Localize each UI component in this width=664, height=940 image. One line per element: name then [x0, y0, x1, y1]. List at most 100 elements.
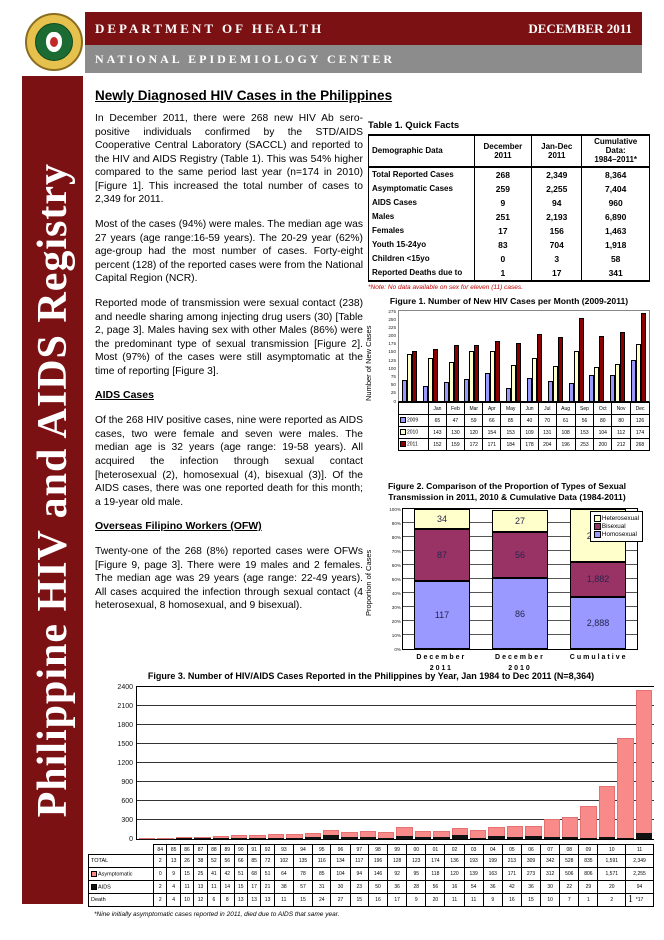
year-bar [175, 837, 193, 839]
cell-value: 2 [152, 893, 168, 907]
cases-segment [139, 837, 156, 839]
cell-value: 1 [578, 893, 599, 907]
bar-2009 [631, 359, 637, 401]
cell-value: 131 [537, 426, 557, 439]
cell-value: 11 [463, 893, 484, 907]
cases-segment [304, 832, 321, 837]
cell-value: 2,193 [531, 209, 583, 224]
row-label: Reported Deaths due to [368, 265, 475, 282]
y-tick-label: 2400 [117, 684, 133, 691]
cell-value: 13 [233, 893, 248, 907]
cell-value: 2,349 [625, 854, 654, 868]
figure1-block: Figure 1. Number of New HIV Cases per Mo… [364, 296, 650, 451]
cell-value: 2,255 [625, 867, 654, 881]
y-tick-label: 225 [388, 324, 396, 330]
cell-value: 26 [179, 854, 195, 868]
figure1-chart: Number of New Cases 0 25 50 75 100 125 150 175 20… [364, 309, 650, 451]
cell-value: 78 [292, 867, 314, 881]
month-label: Aug [555, 402, 576, 415]
cell-value: 15 [520, 893, 542, 907]
y-tick-label: 150 [388, 349, 396, 355]
quick-facts-header-cell: Demographic Data [368, 134, 475, 168]
cell-value: 312 [540, 867, 561, 881]
cases-segment [359, 830, 377, 838]
cell-value: 135 [292, 854, 314, 868]
cell-value: 10 [540, 893, 561, 907]
bar-2010 [531, 358, 537, 401]
cell-value: 61 [555, 414, 576, 427]
cases-segment [451, 828, 469, 836]
cell-value: 174 [630, 426, 650, 439]
row-label: AIDS [88, 880, 154, 894]
legend-swatch-icon [91, 883, 97, 890]
cell-value: 104 [330, 867, 351, 881]
quick-facts-table: Demographic Data December 2011 Jan-Dec 2011 C… [368, 134, 650, 282]
cases-segment [488, 826, 505, 836]
cell-value: 1,571 [597, 867, 627, 881]
bar-2010 [490, 350, 496, 401]
cell-value: 57 [292, 880, 314, 894]
cell-value: 36 [520, 880, 542, 894]
year-label: 00 [406, 844, 427, 855]
cell-value: 506 [559, 867, 580, 881]
cases-segment [561, 817, 579, 838]
y-tick-label: 200 [388, 333, 396, 339]
cases-segment [580, 805, 597, 838]
cell-value: 108 [555, 426, 576, 439]
aids-segment [212, 838, 229, 839]
cell-value: 41 [206, 867, 222, 881]
table-row: Total Reported Cases 268 2,349 8,364 [368, 166, 650, 182]
figure1-y-axis-label: Number of New Cases [364, 325, 373, 401]
bar-2009 [547, 381, 553, 401]
x-label-line: 2011 [429, 664, 453, 672]
bar-2009 [589, 374, 595, 401]
cell-value: 116 [312, 854, 332, 868]
year-bar [230, 835, 248, 839]
month-bar-group [566, 311, 587, 401]
row-label: Asymptomatic [88, 867, 154, 881]
cell-value: 6 [206, 893, 222, 907]
y-tick-label: 100 [388, 365, 396, 371]
bar-2010 [573, 350, 579, 401]
x-label-line: Cumulative [569, 654, 628, 662]
cell-value: 68 [246, 867, 262, 881]
bar-2009 [485, 373, 491, 401]
cases-segment [194, 836, 211, 839]
cell-value: 1,463 [581, 223, 650, 238]
cell-value: 10 [179, 893, 195, 907]
y-tick-label: 250 [388, 316, 396, 322]
cell-value: 1,918 [581, 237, 650, 252]
year-header-row: 84 85 86 87 88 89 90 91 92 93 94 95 96 97 98 99 00 01 02 03… [89, 844, 654, 855]
article-title: Newly Diagnosed HIV Cases in the Philipp… [95, 88, 393, 103]
x-label-line: December [495, 654, 545, 662]
year-bar [433, 831, 450, 839]
figure2-plot-area: 0% 10% 20% 30% 40% 50% 60% 70% 80% 90% 100% 117 87 34… [389, 507, 643, 652]
cell-value: 259 [473, 181, 533, 196]
series-row: Death 2 4 10 12 6 8 13 13 13 11 15 24 27 15 16 17 9 20 11 11… [88, 893, 654, 907]
table-row: Males 251 2,193 6,890 [368, 209, 650, 224]
aids-segment [322, 835, 340, 839]
bar-2009 [526, 378, 532, 401]
quick-facts-header-cell: Cumulative Data: 1984–2011* [581, 134, 650, 168]
cases-segment [635, 690, 652, 834]
cell-value: 7 [559, 893, 580, 907]
year-bar [341, 831, 358, 839]
aids-segment [433, 837, 450, 839]
year-bar [561, 817, 579, 839]
cell-value: 50 [367, 880, 389, 894]
aids-segment [451, 835, 469, 839]
bar-2011 [516, 342, 522, 401]
gridline [137, 743, 654, 744]
doh-logo-box [22, 10, 85, 74]
y-tick-label: 2100 [117, 703, 133, 710]
segment-homosexual: 2,888 [570, 596, 626, 650]
year-label: 84 [152, 844, 168, 855]
cell-value: 58 [581, 251, 650, 266]
bar-2011 [495, 340, 501, 401]
corner-cell [89, 845, 154, 855]
year-label: 01 [425, 844, 446, 855]
aids-segment [304, 836, 321, 839]
bar-2011 [641, 313, 647, 401]
y-tick-label: 50% [391, 576, 401, 582]
table-row: Youth 15-24yo 83 704 1,918 [368, 237, 650, 252]
